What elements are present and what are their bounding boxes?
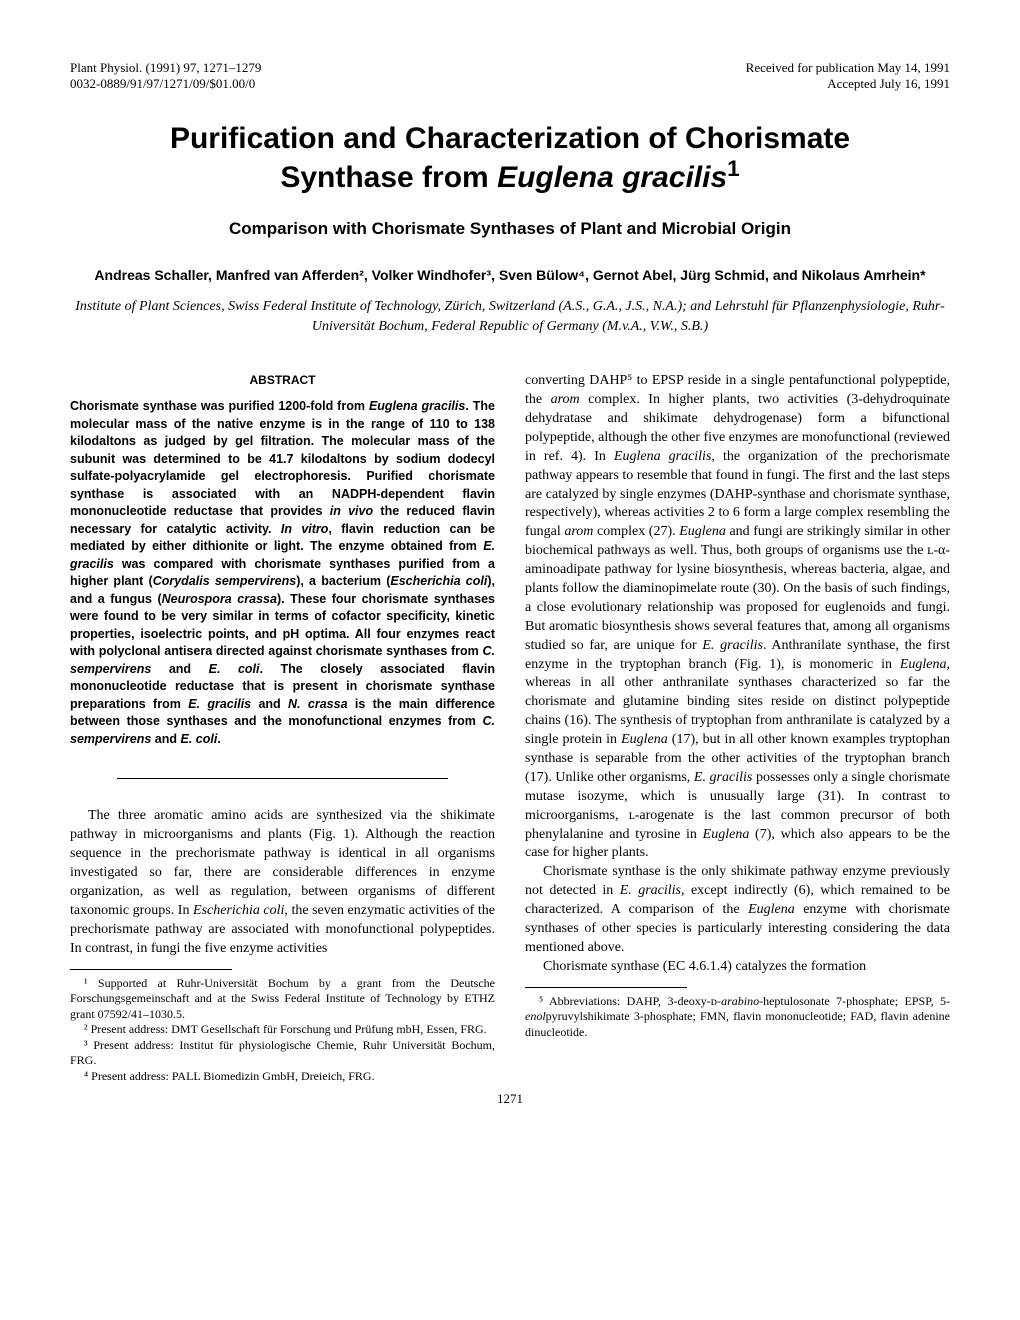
right-body-paragraph-1: converting DAHP⁵ to EPSP reside in a sin… [525,372,950,863]
footnote-2: ² Present address: DMT Gesellschaft für … [70,1022,495,1038]
header-left: Plant Physiol. (1991) 97, 1271–1279 0032… [70,60,261,92]
article-title: Purification and Characterization of Cho… [70,122,950,195]
affiliations: Institute of Plant Sciences, Swiss Feder… [70,297,950,336]
issn-line: 0032-0889/91/97/1271/09/$01.00/0 [70,76,261,92]
title-line1: Purification and Characterization of Cho… [170,122,850,155]
left-column: ABSTRACT Chorismate synthase was purifie… [70,372,495,1084]
footnote-divider-right [525,987,687,988]
accepted-date: Accepted July 16, 1991 [746,76,950,92]
page-header: Plant Physiol. (1991) 97, 1271–1279 0032… [70,60,950,92]
footnote-3: ³ Present address: Institut für physiolo… [70,1038,495,1069]
right-body-paragraph-3: Chorismate synthase (EC 4.6.1.4) catalyz… [525,958,950,977]
footnote-5: ⁵ Abbreviations: DAHP, 3-deoxy-ᴅ-arabino… [525,994,950,1041]
left-body-paragraph: The three aromatic amino acids are synth… [70,807,495,958]
page-number: 1271 [70,1091,950,1107]
received-date: Received for publication May 14, 1991 [746,60,950,76]
right-body-paragraph-2: Chorismate synthase is the only shikimat… [525,863,950,957]
article-subtitle: Comparison with Chorismate Synthases of … [70,219,950,239]
abstract-text: Chorismate synthase was purified 1200-fo… [70,398,495,748]
abstract-label: ABSTRACT [70,372,495,388]
title-superscript: 1 [727,156,740,181]
footnote-1: ¹ Supported at Ruhr-Universität Bochum b… [70,976,495,1023]
footnote-divider-left [70,969,232,970]
abstract-divider [117,778,449,779]
title-line2-prefix: Synthase from [280,161,497,194]
header-right: Received for publication May 14, 1991 Ac… [746,60,950,92]
right-column: converting DAHP⁵ to EPSP reside in a sin… [525,372,950,1084]
footnote-4: ⁴ Present address: PALL Biomedizin GmbH,… [70,1069,495,1085]
journal-citation: Plant Physiol. (1991) 97, 1271–1279 [70,60,261,76]
content-columns: ABSTRACT Chorismate synthase was purifie… [70,372,950,1084]
title-species: Euglena gracilis [497,161,727,194]
authors-list: Andreas Schaller, Manfred van Afferden²,… [70,267,950,283]
